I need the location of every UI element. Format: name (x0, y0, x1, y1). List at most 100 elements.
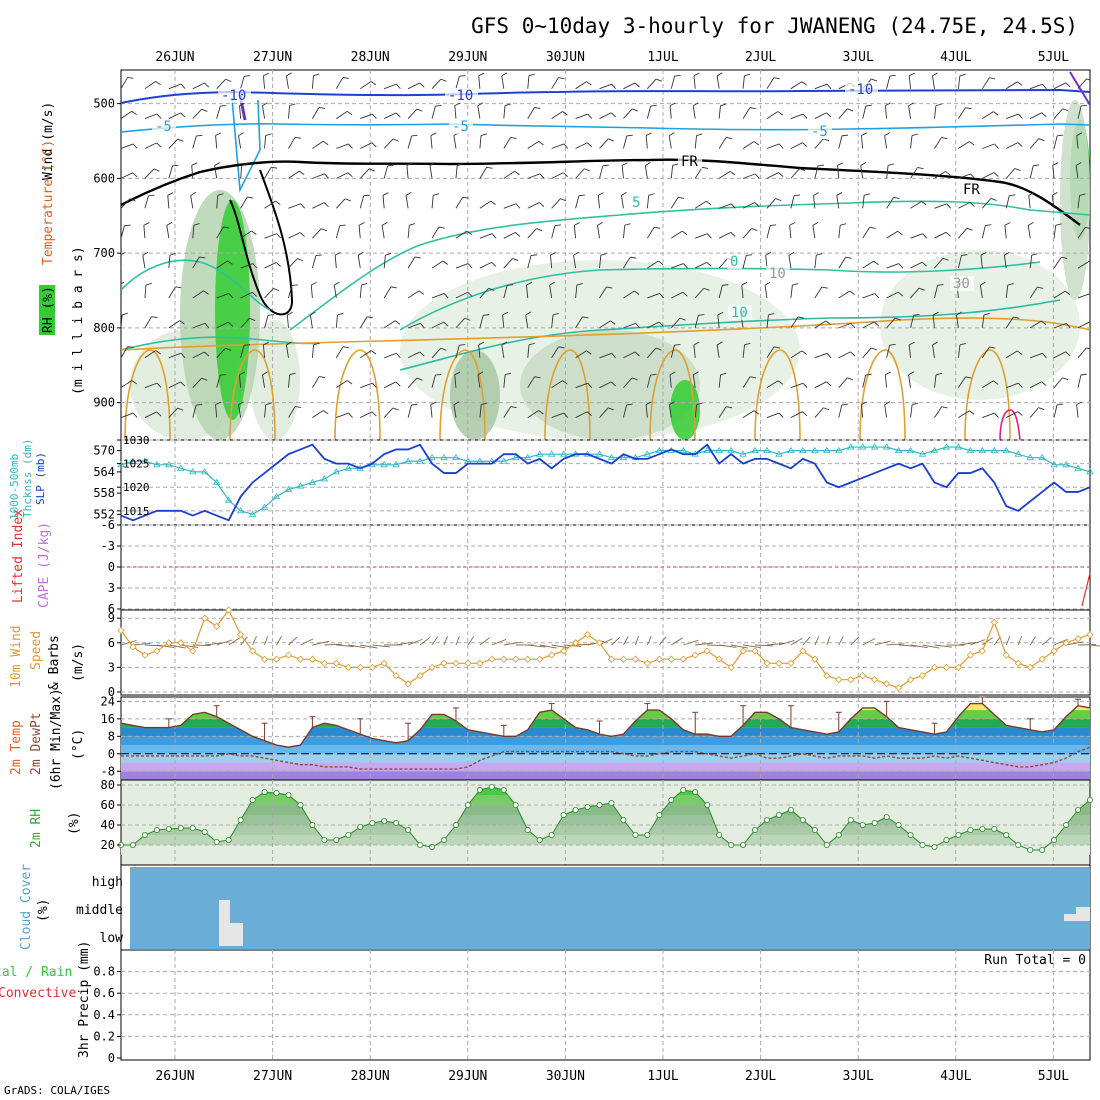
wind-barb (310, 284, 313, 299)
wind-barb-flag (741, 281, 748, 286)
wind-barb-flag (490, 200, 496, 206)
wind-barb (525, 314, 529, 328)
wind-barb-flag (481, 402, 488, 406)
rh-marker (859, 822, 866, 829)
wind-barb-flag (850, 351, 856, 357)
wind-barb-flag (959, 73, 966, 77)
wind-barb (502, 314, 505, 328)
rh-legend-swatch (39, 285, 55, 335)
wind-barb (551, 77, 559, 89)
wind-barb-flag (215, 401, 222, 406)
contour-label-bg (449, 119, 473, 134)
wind-barb (957, 344, 961, 358)
y-tick-label: 0 (108, 685, 115, 699)
wind-barb-flag (438, 226, 445, 229)
wind-barb-flag (754, 202, 760, 207)
wind-barb-flag (396, 83, 401, 89)
wind-barb-flag (582, 316, 589, 319)
wind-barb (551, 143, 565, 149)
contour-freezing-loop (229, 169, 294, 316)
wind-barb-flag (275, 200, 281, 205)
surface-barb (467, 636, 475, 646)
wind-barb-flag (334, 281, 340, 286)
wind-barb-flag (289, 103, 296, 107)
wind-barb-flag (552, 312, 559, 316)
wind-barb-flag (1086, 78, 1090, 81)
wind-barb (216, 321, 229, 329)
wind-barb (790, 316, 799, 329)
wind-barb (527, 344, 530, 358)
wind-barb (192, 82, 205, 90)
wind-barb-flag (645, 132, 652, 136)
contour-label: FR (681, 154, 698, 170)
wind-barb-flag (191, 162, 198, 166)
wind-barb (860, 135, 864, 149)
wind-barb-flag (477, 102, 484, 107)
bottom-date-axis: 26JUN 27JUN 28JUN 29JUN 30JUN 1JUL 2JUL 3JUL 4JU… (155, 1069, 1069, 1084)
thickness-marker (918, 450, 927, 457)
wind-barb-flag (897, 291, 903, 297)
cloud-label-a: Cloud Cover (19, 864, 34, 950)
wind-barb (623, 290, 635, 299)
rh-marker (907, 832, 914, 839)
wind-barb-flag (773, 77, 780, 80)
rh-marker (656, 812, 663, 819)
wind-barb-flag (310, 311, 316, 316)
wind-marker (320, 659, 328, 667)
wind-barb-flag (502, 311, 509, 316)
wind-barb-flag (610, 112, 616, 118)
wind-marker (356, 663, 364, 671)
wind-barb-flag (917, 167, 924, 170)
rh-marker (273, 790, 280, 797)
wind-barb-flag (443, 293, 449, 299)
wind-barb (191, 165, 194, 179)
wind-barb-flag (726, 406, 733, 409)
surface-barb (646, 636, 652, 646)
date-label-top: 26JUN (155, 50, 194, 65)
wind-barb-flag (276, 233, 282, 239)
wind-barb (981, 314, 985, 328)
contour-label: -5 (155, 119, 172, 135)
wind-barb (838, 322, 852, 329)
wind-barb (359, 168, 370, 179)
cloud-label-b: (%) (36, 899, 51, 922)
wind-barb (862, 260, 874, 269)
wind-barb-flag (395, 112, 401, 118)
wind-barb (934, 374, 937, 388)
wind-marker (703, 647, 711, 655)
thickness-marker (535, 450, 544, 457)
wind-barb-flag (1051, 192, 1058, 196)
thickness-marker (452, 453, 460, 461)
wind-barb-flag (357, 251, 364, 256)
wind-barb-flag (861, 132, 867, 136)
rh-marker (608, 800, 615, 807)
wind-barb-flag (286, 341, 292, 346)
rh-marker (835, 832, 842, 839)
wind-barb-flag (179, 320, 185, 325)
wind-barb-flag (453, 401, 460, 406)
wind-barb (360, 411, 373, 418)
thickness-marker (224, 496, 233, 503)
wind-barb-flag (166, 221, 173, 226)
wind-barb-flag (406, 162, 413, 166)
wind-barb-flag (1042, 353, 1047, 359)
wind-barb (238, 404, 242, 418)
wind-barb (360, 142, 373, 149)
contour-label: FR (963, 182, 980, 198)
wind-barb-flag (372, 113, 377, 119)
wind-barb (1006, 382, 1019, 389)
surface-barb (982, 637, 993, 646)
wind-barb-flag (789, 222, 796, 226)
thickness-markers (117, 443, 1094, 517)
thickness-line (120, 446, 1091, 516)
wind-barb (144, 316, 152, 329)
wind-barb-flag (372, 382, 377, 388)
wind-barb-flag (705, 200, 712, 206)
wind-barb-flag (313, 73, 320, 77)
wind-barb (240, 196, 248, 209)
rh-marker (357, 824, 364, 831)
wind-barb-flag (291, 284, 298, 286)
wind-barb-flag (696, 402, 703, 406)
surface-barb (743, 644, 761, 648)
